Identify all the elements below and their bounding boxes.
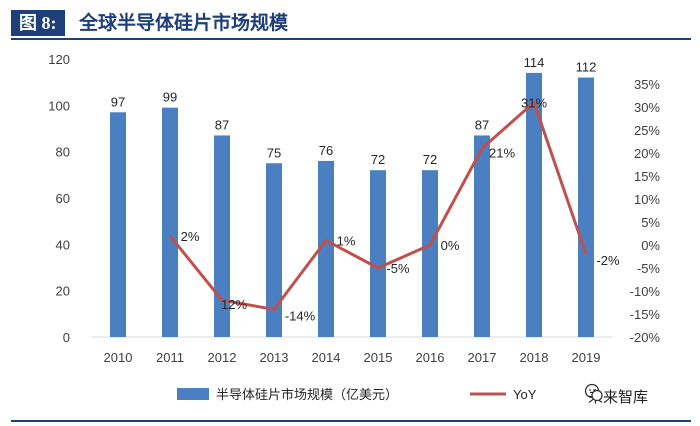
yoy-value-label: 2%: [181, 229, 200, 244]
x-axis-tick: 2010: [104, 350, 133, 365]
bar: [214, 135, 230, 337]
bar-value-label: 99: [163, 90, 177, 105]
yoy-value-label: -5%: [386, 261, 410, 276]
right-axis-tick: 5%: [641, 215, 660, 230]
x-axis-tick: 2014: [312, 350, 341, 365]
bar: [318, 160, 334, 337]
right-axis-tick: -15%: [630, 307, 661, 322]
wechat-logo-icon: [584, 383, 603, 402]
bar-value-label: 76: [319, 143, 333, 158]
yoy-value-label: 12%: [221, 297, 247, 312]
right-axis-tick: 20%: [634, 146, 660, 161]
right-axis-tick: 0%: [641, 238, 660, 253]
bar-value-label: 112: [576, 60, 597, 75]
right-axis-tick: -20%: [630, 330, 661, 345]
right-axis-tick: 10%: [634, 192, 660, 207]
figure-number: 图 8:: [11, 10, 65, 36]
right-axis-tick: 15%: [634, 169, 660, 184]
bar-value-label: 75: [267, 145, 281, 160]
bar: [266, 163, 282, 337]
bar-value-label: 87: [215, 117, 229, 132]
legend-bar-label: 半导体硅片市场规模（亿美元）: [216, 387, 398, 403]
bar: [422, 170, 438, 337]
legend-line-label: YoY: [513, 387, 537, 402]
header-divider: [11, 38, 691, 40]
left-axis-tick: 80: [56, 145, 70, 160]
bar: [110, 112, 126, 338]
yoy-value-label: 0%: [441, 238, 460, 253]
bar-value-label: 72: [371, 152, 385, 167]
bar: [578, 77, 594, 338]
x-axis-tick: 2012: [208, 350, 237, 365]
bar: [370, 170, 386, 337]
yoy-value-label: 31%: [521, 95, 547, 110]
yoy-value-label: 1%: [337, 233, 356, 248]
yoy-value-label: -2%: [596, 253, 620, 268]
right-axis-tick: 25%: [634, 123, 660, 138]
left-axis-tick: 60: [56, 191, 70, 206]
bar: [474, 135, 490, 337]
left-axis-tick: 100: [48, 98, 70, 113]
figure-header: 图 8: 全球半导体硅片市场规模: [11, 8, 691, 38]
x-axis-tick: 2011: [156, 350, 184, 365]
left-axis-tick: 20: [56, 284, 70, 299]
left-axis-tick: 120: [48, 52, 70, 67]
footer-divider: [11, 420, 691, 422]
x-axis-tick: 2016: [416, 350, 445, 365]
bar: [162, 107, 178, 338]
x-axis-tick: 2013: [260, 350, 289, 365]
right-axis-tick: -10%: [630, 284, 661, 299]
x-axis-tick: 2015: [364, 350, 393, 365]
watermark-text: 未来智库: [588, 387, 649, 406]
bar-value-label: 114: [524, 55, 545, 70]
legend-bar-swatch: [177, 388, 209, 400]
right-axis-tick: 35%: [634, 77, 660, 92]
bar: [526, 72, 542, 338]
bar-value-label: 97: [111, 94, 125, 109]
x-axis-tick: 2018: [520, 350, 549, 365]
right-axis-tick: 30%: [634, 100, 660, 115]
figure-title: 全球半导体硅片市场规模: [79, 12, 289, 34]
watermark: 未来智库: [584, 383, 648, 409]
right-axis-tick: -5%: [637, 261, 661, 276]
yoy-value-label: 21%: [489, 145, 515, 160]
left-axis-tick: 0: [63, 330, 70, 345]
yoy-line: [168, 100, 588, 311]
left-axis-tick: 40: [56, 237, 70, 252]
yoy-value-label: -14%: [285, 308, 316, 323]
bar-value-label: 72: [423, 152, 437, 167]
bar-value-label: 87: [475, 117, 489, 132]
x-axis-tick: 2019: [572, 350, 601, 365]
x-axis-tick: 2017: [468, 350, 497, 365]
